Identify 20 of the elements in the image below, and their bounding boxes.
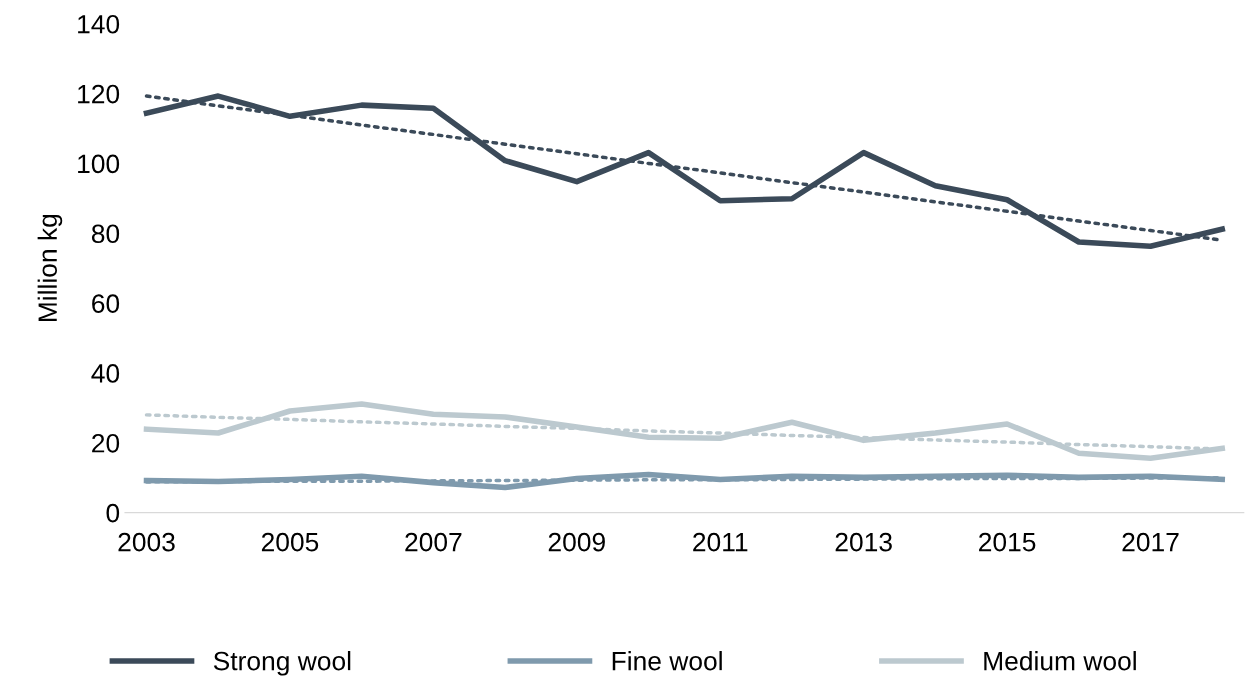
- x-tick-label: 2007: [405, 532, 462, 552]
- y-tick-label: 80: [91, 224, 120, 244]
- legend-label: Fine wool: [612, 651, 722, 671]
- y-tick-label: 60: [92, 294, 120, 313]
- x-tick-label: 2015: [979, 532, 1036, 552]
- x-tick-label: 2011: [693, 532, 748, 552]
- y-tick-label: 140: [78, 14, 120, 34]
- x-tick-label: 2003: [118, 532, 175, 552]
- y-tick-label: 100: [78, 154, 120, 174]
- x-tick-label: 2013: [835, 532, 892, 552]
- x-tick-label: 2005: [261, 532, 319, 552]
- legend-label: Strong wool: [213, 651, 351, 676]
- y-tick-label: 20: [92, 433, 120, 453]
- y-tick-label: 120: [78, 84, 120, 104]
- legend-label: Medium wool: [984, 651, 1136, 671]
- x-tick-label: 2017: [1122, 532, 1179, 552]
- x-tick-label: 2009: [548, 532, 605, 552]
- y-tick-label: 40: [91, 364, 120, 383]
- y-axis-title: Million kg: [37, 214, 63, 322]
- y-tick-label: 0: [106, 503, 120, 523]
